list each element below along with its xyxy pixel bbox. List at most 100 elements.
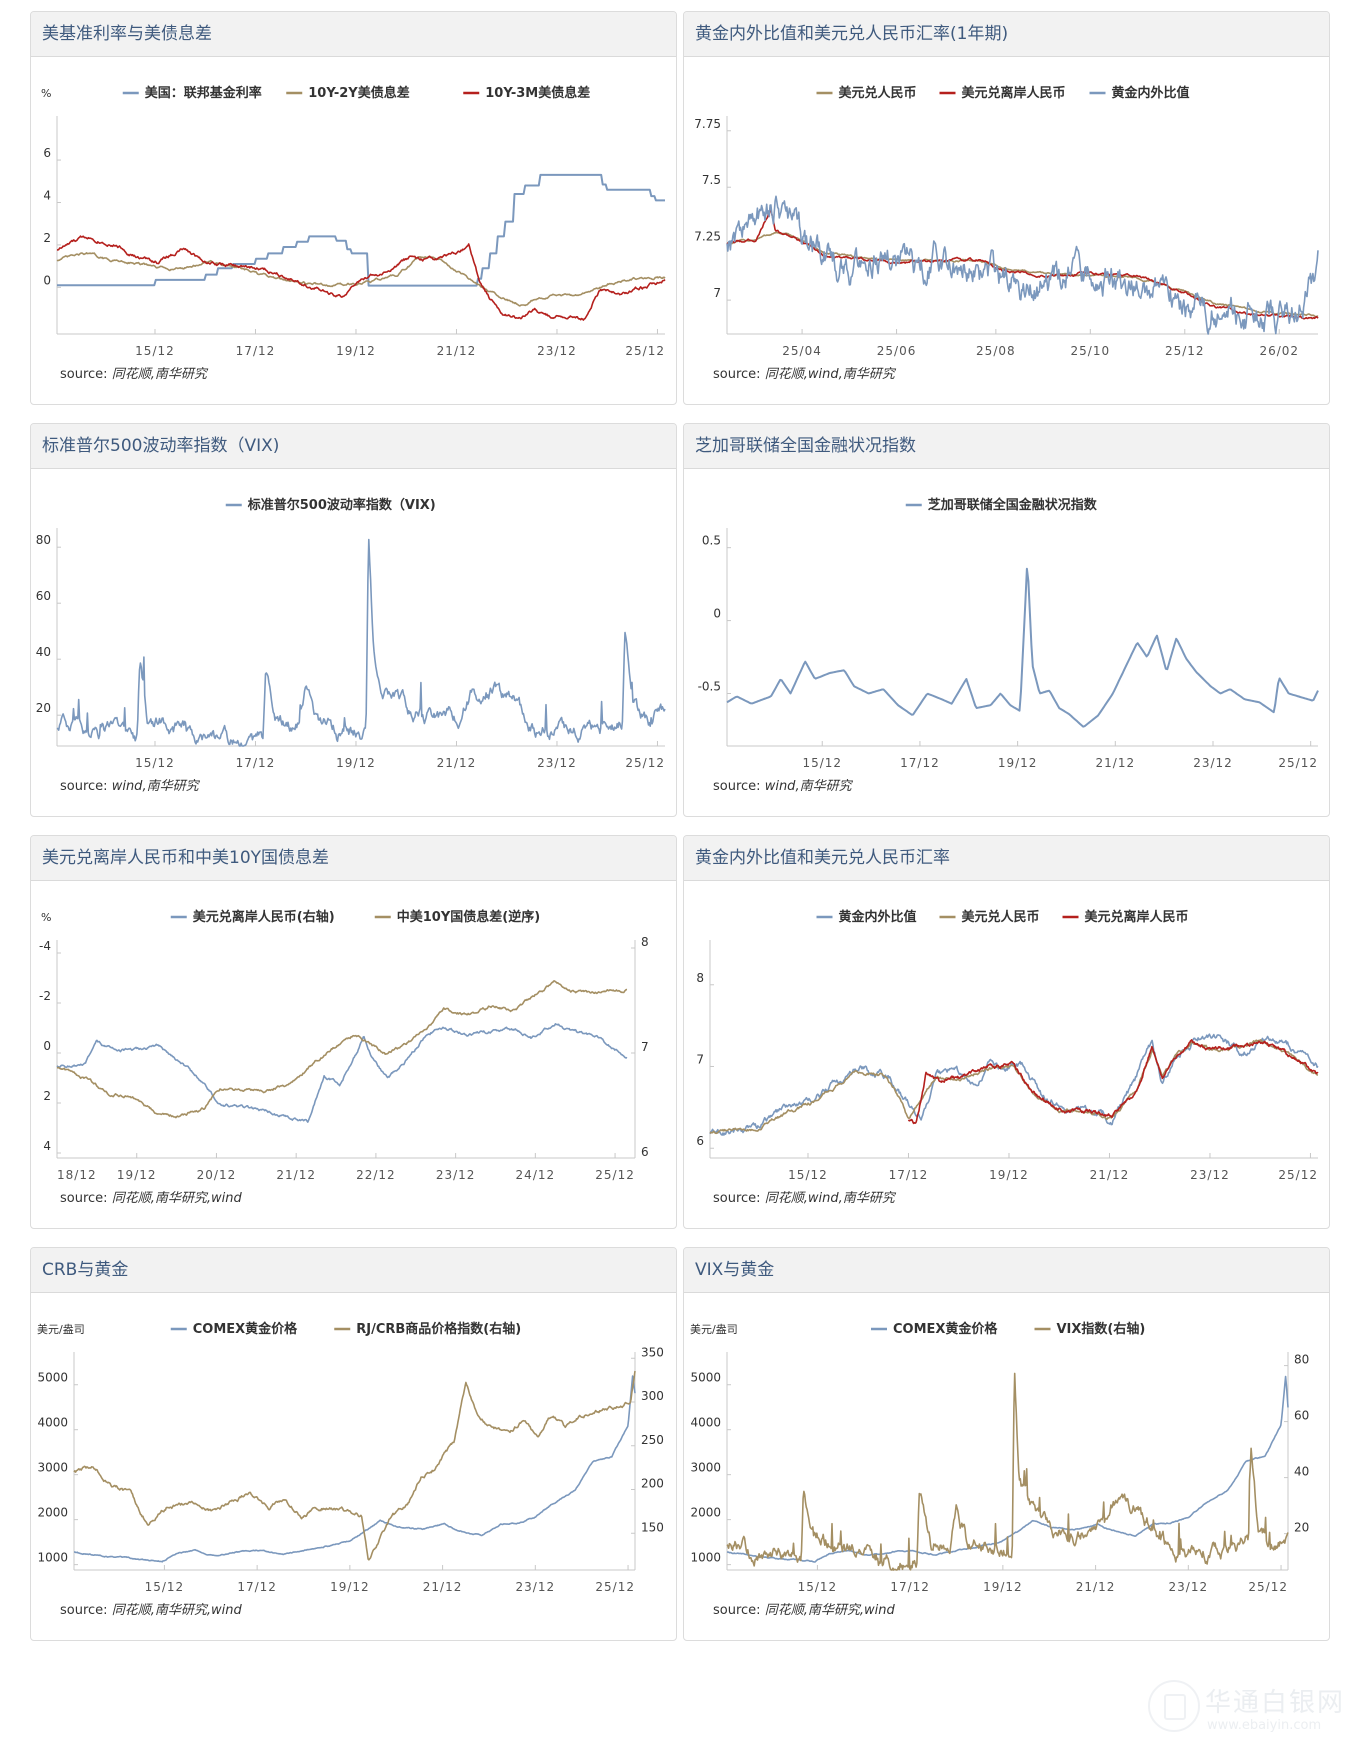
legend-item[interactable]: VIX指数(右轴)	[1034, 1321, 1146, 1337]
legend-item[interactable]: COMEX黄金价格	[170, 1321, 298, 1337]
chart-panel-c1: 美基准利率与美债息差 6 4 2 0 15/12 17/12 19/12 21/12 23/12 2…	[30, 11, 677, 405]
x-tick-label: 19/12	[117, 1168, 157, 1182]
source-text: 同花顺,南华研究,wind	[111, 1603, 242, 1618]
x-tick-label: 21/12	[1076, 1580, 1116, 1594]
y-axis-unit: %	[41, 87, 51, 100]
legend-item[interactable]: 10Y-3M美债息差	[463, 85, 590, 101]
source-text: 同花顺,wind,南华研究	[764, 367, 895, 382]
legend-item[interactable]: 中美10Y国债息差(逆序)	[374, 909, 540, 925]
source-text: 同花顺,wind,南华研究	[764, 1191, 895, 1206]
x-tick-label: 15/12	[788, 1168, 828, 1182]
x-tick-label: 17/12	[900, 756, 940, 770]
legend: 美元兑离岸人民币(右轴) 中美10Y国债息差(逆序)	[170, 909, 540, 925]
legend-item[interactable]: 芝加哥联储全国金融状况指数	[905, 497, 1098, 513]
series-line-1	[726, 209, 1319, 320]
chart-title: 美元兑离岸人民币和中美10Y国债息差	[31, 836, 676, 881]
legend-label: 黄金内外比值	[1112, 85, 1190, 101]
legend-label: VIX指数(右轴)	[1057, 1321, 1146, 1337]
legend-item[interactable]: 美元兑离岸人民币	[1062, 909, 1189, 925]
chart-svg: 8 7 6 15/12 17/12 19/12 21/12 23/12 25/12 黄金内外比值 美…	[696, 909, 1319, 1182]
source-text: wind,南华研究	[764, 779, 852, 794]
legend-label: 美元兑离岸人民币	[962, 85, 1066, 101]
source-text: 同花顺,南华研究,wind	[111, 1191, 242, 1206]
series-line-1	[56, 980, 628, 1119]
legend-item[interactable]: 10Y-2Y美债息差	[286, 85, 410, 101]
legend-label: 标准普尔500波动率指数（VIX)	[247, 497, 436, 513]
legend-item[interactable]: RJ/CRB商品价格指数(右轴)	[334, 1321, 521, 1337]
x-tick-label: 25/04	[782, 344, 822, 358]
y-tick-label: 4	[43, 1139, 51, 1153]
y-tick-label: 7	[713, 286, 721, 300]
series-line-1	[56, 252, 666, 307]
legend-item[interactable]: 美元兑人民币	[816, 85, 917, 101]
watermark: 华通白银网 www.ebaiyin.com	[1140, 1680, 1350, 1750]
series-line-2	[907, 1039, 1319, 1125]
y-tick-label: 2	[43, 1089, 51, 1103]
y-axis-unit: 美元/盎司	[37, 1322, 85, 1336]
legend-label: 美元兑离岸人民币(右轴)	[193, 909, 335, 925]
y-tick-label: 0.5	[702, 534, 721, 548]
x-tick-label: 19/12	[336, 344, 376, 358]
y-tick-label: 7.75	[694, 117, 721, 131]
chart-panel-c5: 美元兑离岸人民币和中美10Y国债息差 -4 -2 0 2 4 8 7 6 18/12 19/12 20…	[30, 835, 677, 1229]
y-tick-label: 2000	[690, 1506, 721, 1520]
x-tick-label: 15/12	[798, 1580, 838, 1594]
x-tick-label: 21/12	[276, 1168, 316, 1182]
legend-item[interactable]: 美元兑离岸人民币	[939, 85, 1066, 101]
x-tick-label: 15/12	[135, 756, 175, 770]
x-tick-label: 21/12	[423, 1580, 463, 1594]
series-line-0	[726, 567, 1319, 728]
x-tick-label: 15/12	[135, 344, 175, 358]
chart-title: 芝加哥联储全国金融状况指数	[684, 424, 1329, 469]
x-tick-label: 25/12	[1278, 1168, 1318, 1182]
legend-label: RJ/CRB商品价格指数(右轴)	[356, 1321, 521, 1337]
source-note: source: 同花顺,南华研究,wind	[713, 1599, 895, 1618]
y-tick-label: 3000	[37, 1461, 68, 1475]
y2-tick-label: 250	[641, 1433, 664, 1447]
y-tick-label: 1000	[690, 1551, 721, 1565]
source-label: source:	[713, 1603, 761, 1618]
chart-title: 黄金内外比值和美元兑人民币汇率	[684, 836, 1329, 881]
chart-svg: 5000 4000 3000 2000 1000 350 300 250 200 150 15/12…	[37, 1321, 664, 1594]
legend-item[interactable]: 标准普尔500波动率指数（VIX)	[225, 497, 436, 513]
series-line-2	[726, 195, 1319, 335]
x-tick-label: 17/12	[236, 756, 276, 770]
x-tick-label: 26/02	[1259, 344, 1299, 358]
legend-label: 美国：联邦基金利率	[145, 85, 262, 101]
x-tick-label: 25/12	[1165, 344, 1205, 358]
y-axis-unit: %	[41, 911, 51, 924]
watermark-url: www.ebaiyin.com	[1207, 1718, 1322, 1733]
source-note: source: 同花顺,wind,南华研究	[713, 363, 895, 382]
y2-tick-label: 200	[641, 1477, 664, 1491]
source-label: source:	[60, 779, 108, 794]
x-tick-label: 25/12	[595, 1580, 635, 1594]
y-tick-label: 0	[43, 273, 51, 287]
x-tick-label: 25/12	[595, 1168, 635, 1182]
legend-item[interactable]: COMEX黄金价格	[871, 1321, 998, 1337]
x-tick-label: 17/12	[890, 1580, 930, 1594]
y-tick-label: 1000	[37, 1551, 68, 1565]
x-tick-label: 18/12	[57, 1168, 97, 1182]
chart-svg: 80 60 40 20 15/12 17/12 19/12 21/12 23/12 25/12 标准…	[36, 497, 666, 770]
x-tick-label: 17/12	[237, 1580, 277, 1594]
legend-label: 中美10Y国债息差(逆序)	[397, 909, 540, 925]
legend-item[interactable]: 黄金内外比值	[816, 909, 917, 925]
legend: 标准普尔500波动率指数（VIX)	[225, 497, 436, 513]
y-tick-label: 5000	[37, 1371, 68, 1385]
legend-label: COMEX黄金价格	[893, 1321, 998, 1337]
x-tick-label: 25/12	[625, 756, 665, 770]
x-tick-label: 17/12	[889, 1168, 929, 1182]
legend-item[interactable]: 黄金内外比值	[1089, 85, 1190, 101]
legend-item[interactable]: 美国：联邦基金利率	[122, 85, 262, 101]
x-tick-label: 19/12	[989, 1168, 1029, 1182]
source-label: source:	[713, 779, 761, 794]
x-tick-label: 19/12	[983, 1580, 1023, 1594]
source-label: source:	[60, 367, 108, 382]
legend: 芝加哥联储全国金融状况指数	[905, 497, 1098, 513]
y-tick-label: 4	[43, 188, 51, 202]
legend-item[interactable]: 美元兑人民币	[939, 909, 1040, 925]
watermark-logo-icon	[1148, 1680, 1200, 1732]
legend-item[interactable]: 美元兑离岸人民币(右轴)	[170, 909, 335, 925]
source-text: wind,南华研究	[111, 779, 199, 794]
x-tick-label: 23/12	[1169, 1580, 1209, 1594]
